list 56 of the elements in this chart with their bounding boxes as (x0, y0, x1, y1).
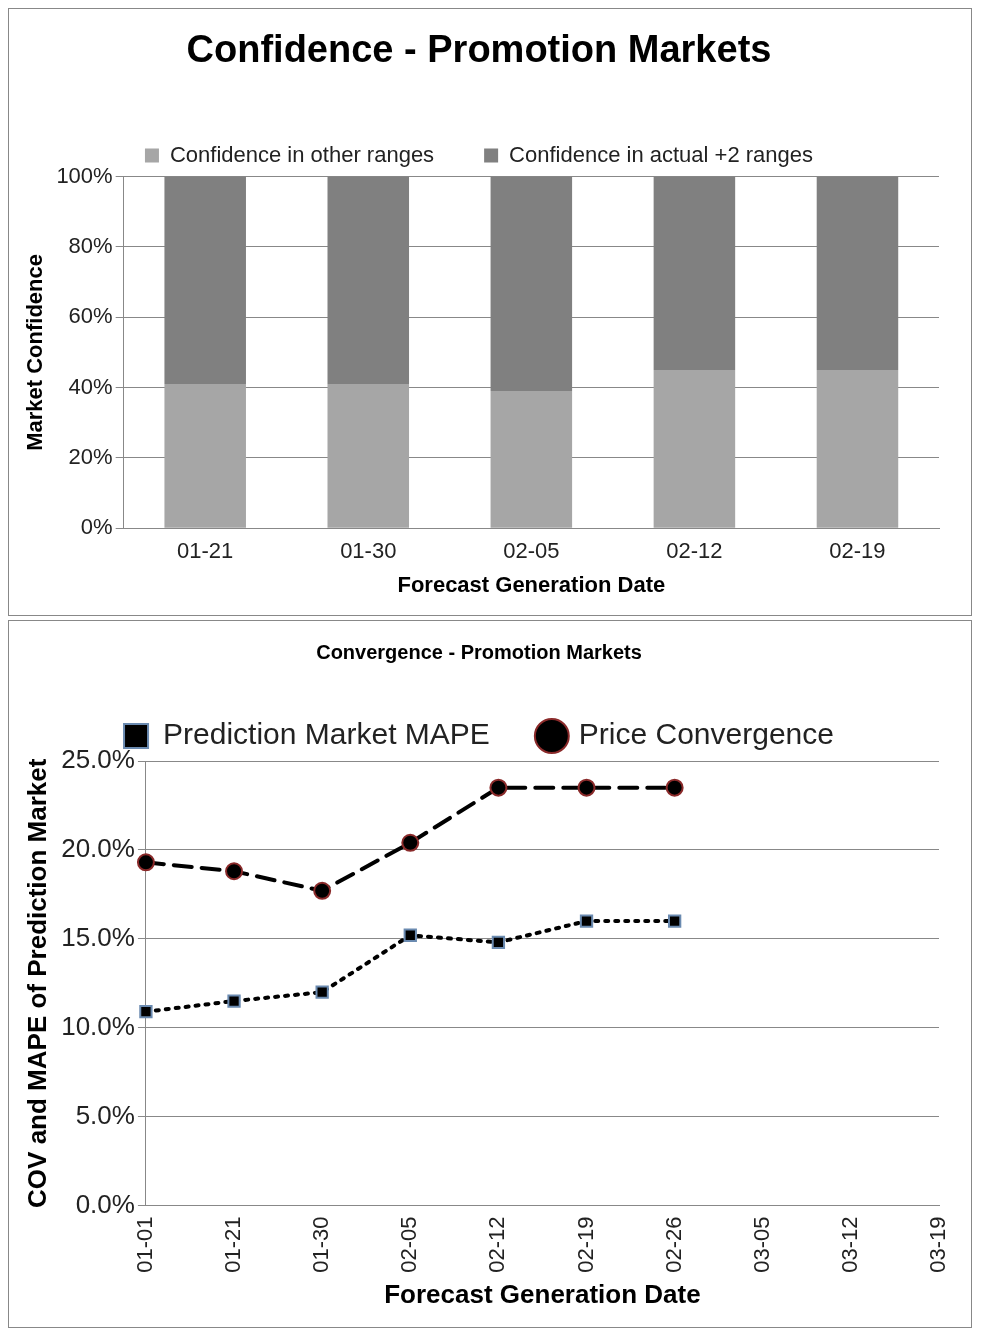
x-tick-label: 02-05 (396, 1216, 422, 1273)
y-tick-label: 10.0% (61, 1010, 135, 1041)
point (579, 914, 594, 928)
legend-label: Prediction Market MAPE (163, 717, 490, 751)
y-tick-label: 80% (68, 232, 113, 258)
point (403, 928, 417, 942)
x-tick-label: 03-19 (925, 1216, 951, 1273)
y-tick-label: 100% (56, 162, 113, 188)
x-tick-label: 01-21 (177, 538, 234, 564)
y-axis-title: Market Confidence (22, 253, 48, 451)
x-tick-label: 02-26 (660, 1216, 686, 1273)
x-tick-label: 02-05 (503, 538, 560, 564)
bar (490, 391, 573, 528)
legend-label: Confidence in other ranges (169, 141, 435, 167)
point (139, 1005, 153, 1019)
x-tick-label: 02-12 (484, 1216, 510, 1273)
point (665, 778, 684, 797)
y-tick-label: 60% (68, 303, 113, 329)
x-tick-label: 03-12 (836, 1216, 862, 1273)
x-axis-title: Forecast Generation Date (397, 571, 666, 597)
x-tick-label: 03-05 (748, 1216, 774, 1273)
x-tick-label: 02-12 (666, 538, 723, 564)
point (225, 862, 244, 881)
y-tick-label: 5.0% (75, 1099, 135, 1130)
y-tick-label: 0% (80, 514, 113, 540)
point (227, 994, 241, 1008)
y-tick-label: 15.0% (61, 921, 135, 952)
x-tick-label: 01-30 (340, 538, 397, 564)
x-tick-label: 01-01 (131, 1216, 157, 1273)
x-tick-label: 02-19 (572, 1216, 598, 1273)
y-tick-label: 0.0% (75, 1188, 135, 1219)
bar (816, 369, 899, 528)
point (491, 935, 506, 950)
y-tick-label: 20% (68, 443, 113, 469)
bar (327, 384, 410, 528)
chart-title: Confidence - Promotion Markets (186, 28, 772, 71)
bar (164, 384, 246, 528)
chart-title: Convergence - Promotion Markets (316, 640, 642, 663)
y-tick-label: 40% (68, 373, 113, 399)
point (667, 914, 682, 928)
point (315, 985, 329, 999)
x-tick-label: 01-30 (308, 1216, 334, 1273)
x-axis-title: Forecast Generation Date (384, 1278, 701, 1309)
point (136, 853, 155, 872)
bar (653, 369, 736, 528)
point (401, 833, 420, 852)
legend-label: Confidence in actual +2 ranges (509, 141, 814, 167)
point (313, 881, 332, 900)
x-tick-label: 01-21 (220, 1216, 246, 1273)
point (489, 778, 508, 797)
legend-label: Price Convergence (578, 717, 834, 751)
y-tick-label: 25.0% (61, 744, 135, 775)
y-tick-label: 20.0% (61, 833, 135, 864)
y-axis-title: COV and MAPE of Prediction Market (21, 758, 52, 1208)
point (577, 778, 596, 797)
x-tick-label: 02-19 (829, 538, 886, 564)
